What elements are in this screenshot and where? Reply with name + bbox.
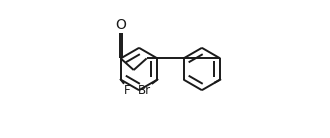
Text: F: F — [124, 84, 131, 97]
Text: O: O — [115, 18, 126, 32]
Text: Br: Br — [138, 84, 151, 97]
